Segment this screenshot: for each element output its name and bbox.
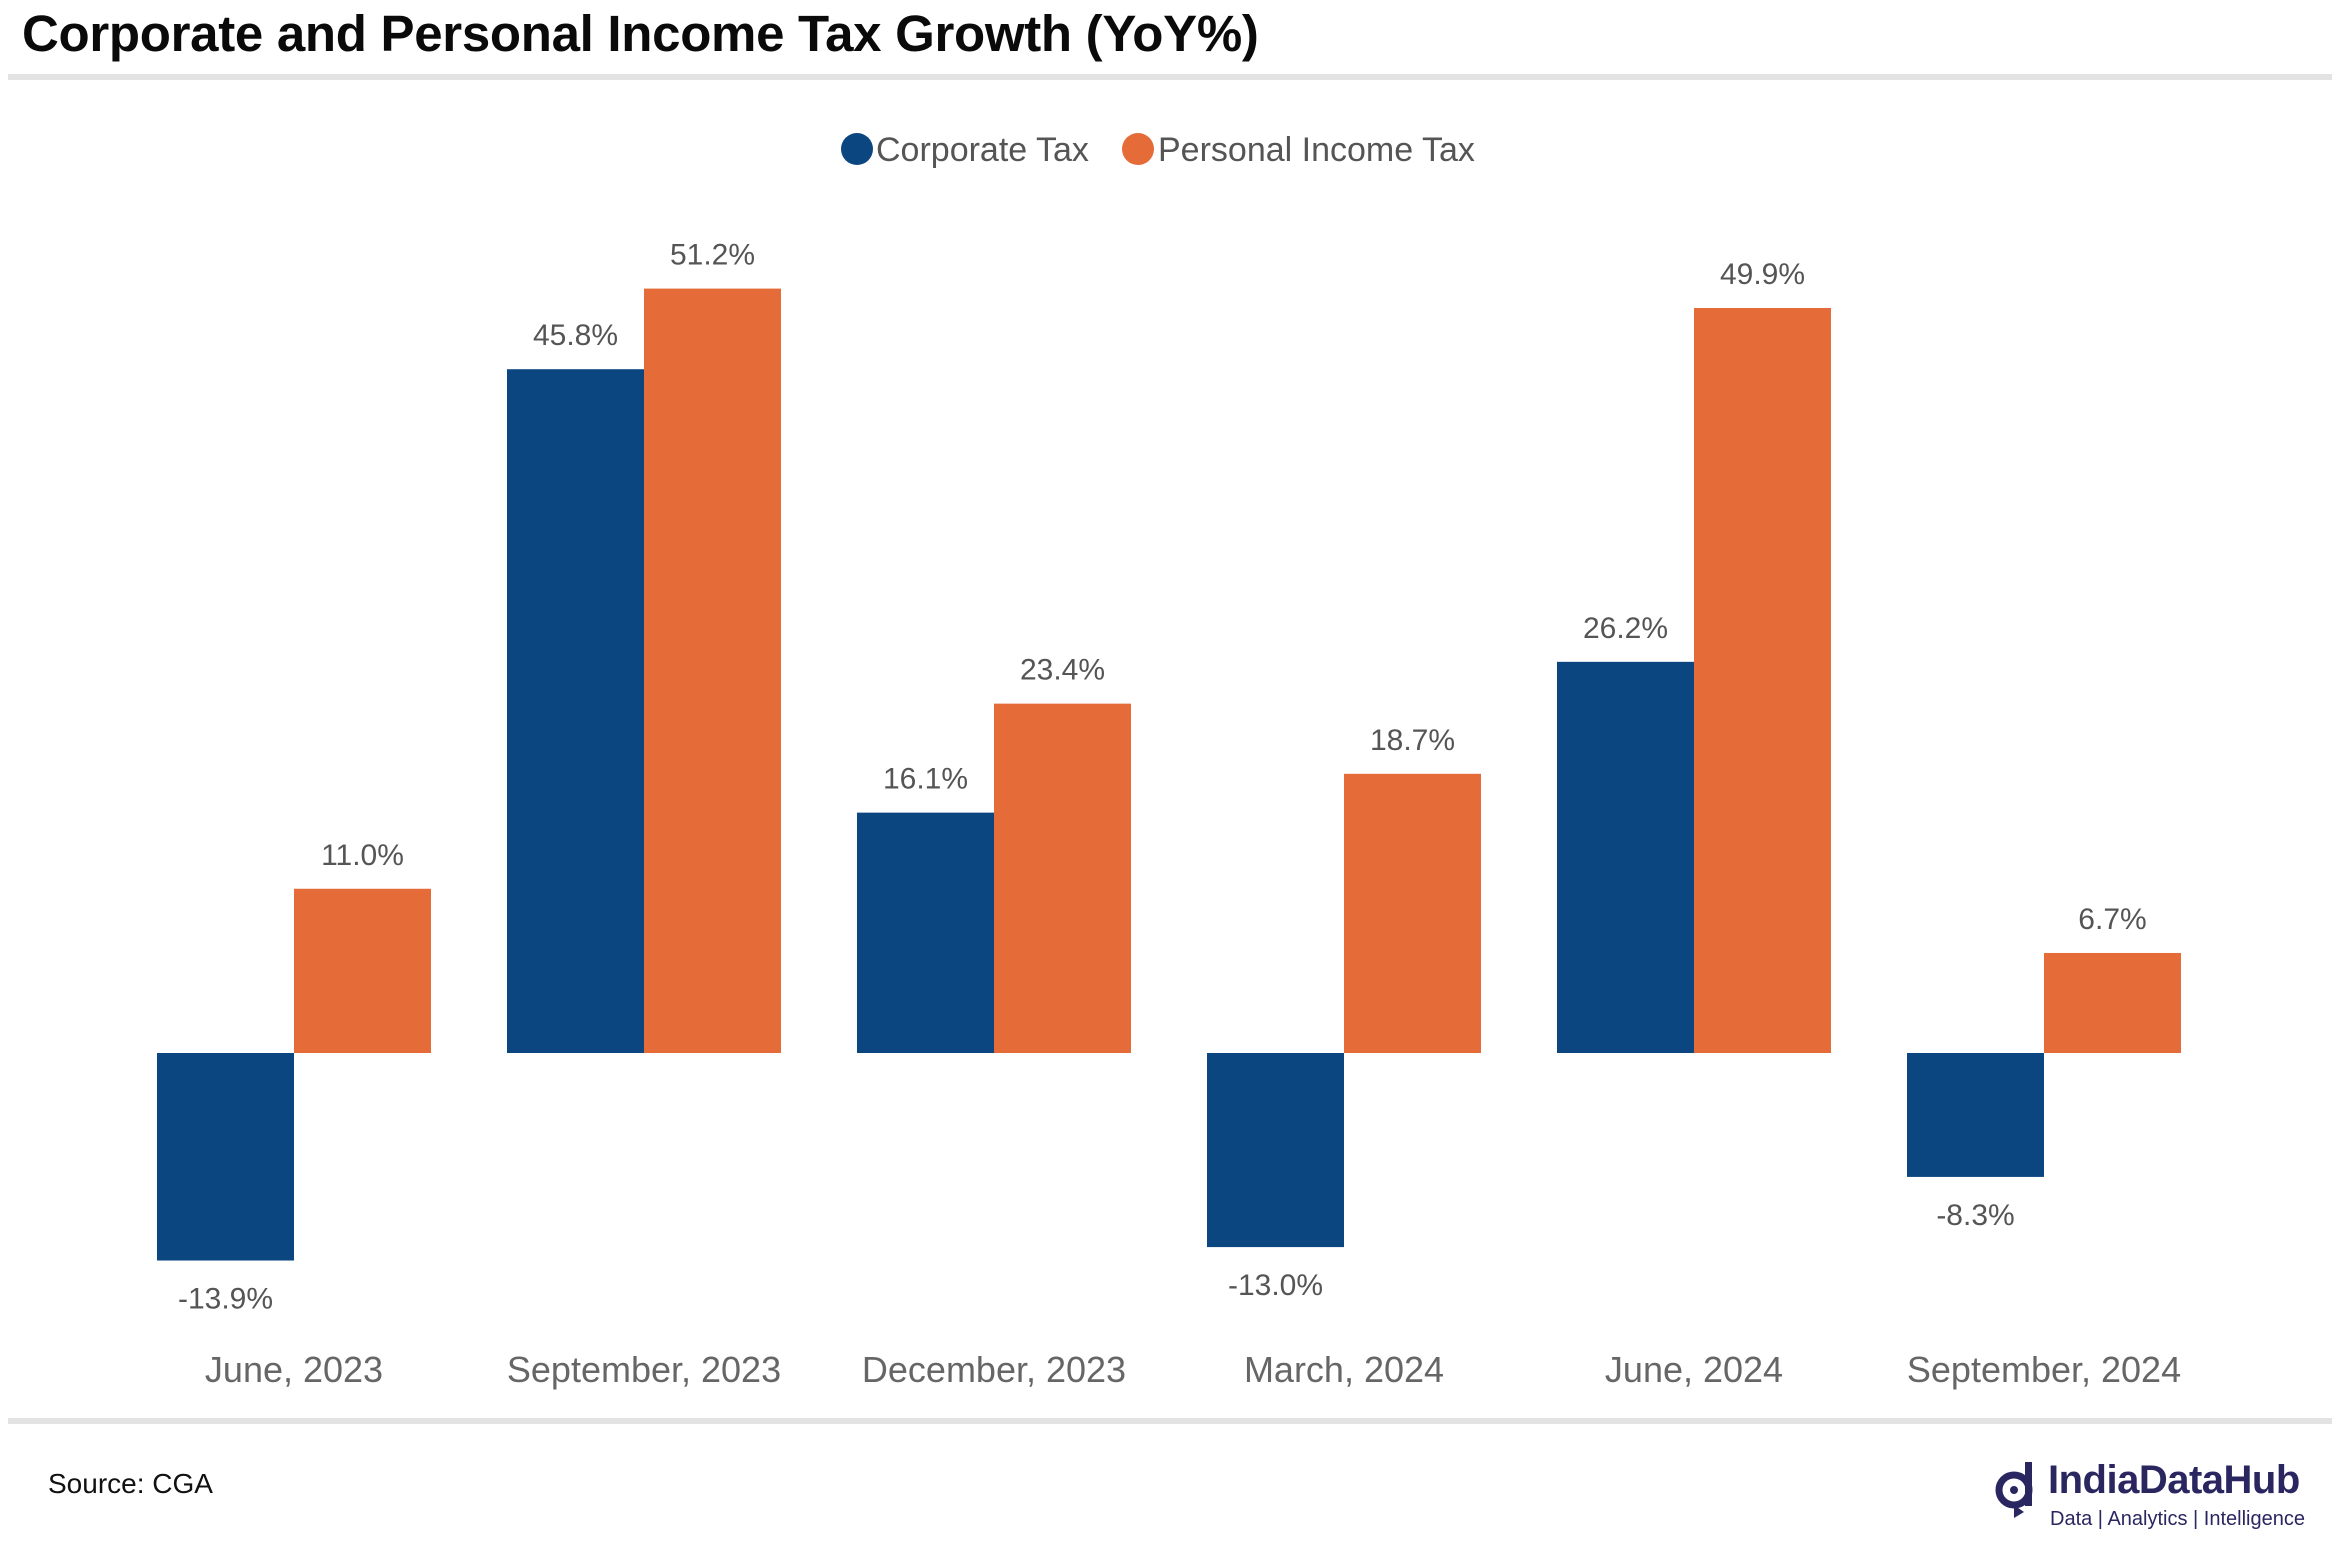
bar-corporate-tax [1207,1053,1344,1248]
x-tick-label: September, 2023 [507,1349,781,1390]
data-label: -8.3% [1936,1199,2014,1232]
data-label: 16.1% [883,763,968,796]
data-label: 23.4% [1020,654,1105,687]
data-label: 11.0% [321,839,404,872]
data-label: 49.9% [1720,258,1805,291]
data-label: -13.0% [1228,1269,1323,1302]
x-tick-label: March, 2024 [1244,1349,1444,1390]
bar-corporate-tax [1557,661,1694,1053]
x-tick-label: June, 2024 [1605,1349,1783,1390]
legend-marker-corporate-tax [841,133,873,165]
bar-corporate-tax [857,812,994,1053]
logo-mark-icon [1995,1462,2033,1518]
bottom-divider [8,1418,2332,1424]
brand-logo: IndiaDataHub Data | Analytics | Intellig… [1990,1458,2330,1538]
top-divider [8,74,2332,80]
bar-corporate-tax [507,369,644,1053]
bar-personal-income-tax [294,888,431,1053]
legend-label-corporate-tax: Corporate Tax [876,131,1089,169]
bar-personal-income-tax [1694,307,1831,1053]
data-label: -13.9% [178,1283,273,1316]
logo-tagline: Data | Analytics | Intelligence [2050,1508,2305,1530]
bar-personal-income-tax [644,288,781,1054]
chart-title: Corporate and Personal Income Tax Growth… [22,5,1259,62]
bar-personal-income-tax [1344,773,1481,1053]
bar-personal-income-tax [994,703,1131,1053]
bar-corporate-tax [157,1053,294,1261]
x-tick-label: September, 2024 [1907,1349,2181,1390]
bar-personal-income-tax [2044,952,2181,1053]
data-label: 51.2% [670,239,755,272]
bar-chart: Corporate Tax Personal Income Tax -13.9% 11… [157,131,2181,1390]
legend-label-personal-income-tax: Personal Income Tax [1158,131,1475,169]
source-note: Source: CGA [48,1468,213,1499]
x-tick-label: June, 2023 [205,1349,383,1390]
data-label: 45.8% [533,319,618,352]
logo-name: IndiaDataHub [2048,1458,2300,1502]
data-label: 18.7% [1370,724,1455,757]
bar-corporate-tax [1907,1053,2044,1177]
data-label: 6.7% [2078,903,2146,936]
x-tick-label: December, 2023 [862,1349,1126,1390]
legend-marker-personal-income-tax [1122,133,1154,165]
data-label: 26.2% [1583,612,1668,645]
